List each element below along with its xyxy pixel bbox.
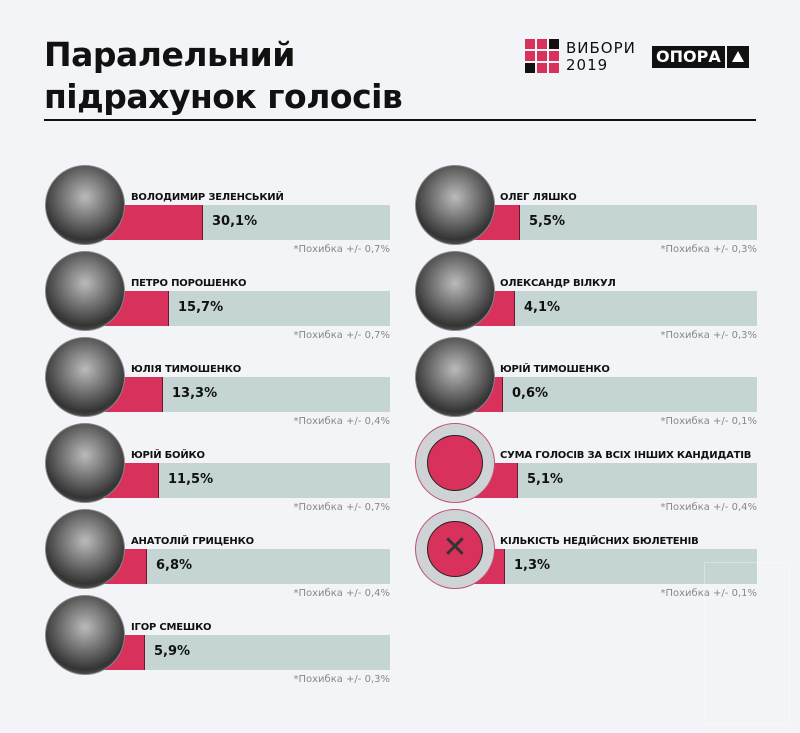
title-line: підрахунок голосів (44, 77, 403, 116)
candidate-photo (415, 337, 495, 417)
candidate-row: 11,5% ЮРІЙ БОЙКО *Похибка +/- 0,7% (45, 423, 395, 513)
bar-value-label: 1,3% (514, 558, 551, 573)
candidate-row: 15,7% ПЕТРО ПОРОШЕНКО *Похибка +/- 0,7% (45, 251, 395, 341)
error-margin: *Похибка +/- 0,7% (293, 502, 390, 513)
vybory-logo-text: ВИБОРИ 2019 (566, 39, 636, 74)
bar-value-label: 5,5% (529, 214, 566, 229)
bar-track: 5,1% (465, 463, 757, 498)
opora-logo: ОПОРА (652, 46, 749, 68)
page-title: Паралельний підрахунок голосів (44, 34, 403, 118)
error-margin: *Похибка +/- 0,4% (293, 416, 390, 427)
error-margin: *Похибка +/- 0,3% (293, 674, 390, 685)
bar-track: 5,9% (95, 635, 390, 670)
bar-value-label: 30,1% (212, 214, 258, 229)
bar-value-label: 4,1% (524, 300, 561, 315)
error-margin: *Похибка +/- 0,3% (660, 330, 757, 341)
vybory-logo-icon (524, 38, 560, 74)
bar-track: 0,6% (465, 377, 757, 412)
error-margin: *Похибка +/- 0,1% (660, 416, 757, 427)
bar-track: 4,1% (465, 291, 757, 326)
candidate-photo (415, 251, 495, 331)
candidate-name: ПЕТРО ПОРОШЕНКО (131, 278, 247, 289)
bar-value-label: 13,3% (172, 386, 218, 401)
candidate-name: ОЛЕКСАНДР ВІЛКУЛ (500, 278, 616, 289)
bar-value-label: 5,9% (154, 644, 191, 659)
candidate-row: 5,9% ІГОР СМЕШКО *Похибка +/- 0,3% (45, 595, 395, 685)
candidate-row: 6,8% АНАТОЛІЙ ГРИЦЕНКО *Похибка +/- 0,4% (45, 509, 395, 599)
candidate-name: СУМА ГОЛОСІВ ЗА ВСІХ ІНШИХ КАНДИДАТІВ (500, 450, 752, 461)
bar-value-label: 15,7% (178, 300, 224, 315)
candidate-name: ЮРІЙ БОЙКО (131, 450, 205, 461)
candidate-photo (45, 337, 125, 417)
candidate-row: 4,1% ОЛЕКСАНДР ВІЛКУЛ *Похибка +/- 0,3% (415, 251, 765, 341)
error-margin: *Похибка +/- 0,4% (293, 588, 390, 599)
candidate-name: ВОЛОДИМИР ЗЕЛЕНСЬКИЙ (131, 192, 284, 203)
candidate-name: ОЛЕГ ЛЯШКО (500, 192, 577, 203)
bar-value-label: 5,1% (527, 472, 564, 487)
candidate-photo (45, 165, 125, 245)
candidate-row: 5,1% СУМА ГОЛОСІВ ЗА ВСІХ ІНШИХ КАНДИДАТІ… (415, 423, 765, 513)
candidate-row: 0,6% ЮРІЙ ТИМОШЕНКО *Похибка +/- 0,1% (415, 337, 765, 427)
candidate-name: ІГОР СМЕШКО (131, 622, 212, 633)
candidate-row: 1,3% ✕ КІЛЬКІСТЬ НЕДІЙСНИХ БЮЛЕТЕНІВ *Похиб… (415, 509, 765, 599)
candidate-photo (45, 251, 125, 331)
candidate-photo (45, 509, 125, 589)
bar-value-label: 6,8% (156, 558, 193, 573)
bar-track: 6,8% (95, 549, 390, 584)
candidate-row: 5,5% ОЛЕГ ЛЯШКО *Похибка +/- 0,3% (415, 165, 765, 255)
error-margin: *Похибка +/- 0,7% (293, 244, 390, 255)
circle-icon (415, 423, 495, 503)
candidate-photo (45, 595, 125, 675)
x-icon: ✕ (415, 509, 495, 589)
candidate-row: 13,3% ЮЛІЯ ТИМОШЕНКО *Похибка +/- 0,4% (45, 337, 395, 427)
bar-value-label: 11,5% (168, 472, 214, 487)
candidate-row: 30,1% ВОЛОДИМИР ЗЕЛЕНСЬКИЙ *Похибка +/- 0,… (45, 165, 395, 255)
candidate-name: КІЛЬКІСТЬ НЕДІЙСНИХ БЮЛЕТЕНІВ (500, 536, 699, 547)
bar-track: 13,3% (95, 377, 390, 412)
bar-value-label: 0,6% (512, 386, 549, 401)
bar-track: 5,5% (465, 205, 757, 240)
error-margin: *Похибка +/- 0,3% (660, 244, 757, 255)
candidate-name: АНАТОЛІЙ ГРИЦЕНКО (131, 536, 254, 547)
candidate-photo (415, 165, 495, 245)
title-line: Паралельний (44, 35, 295, 74)
triangle-icon (726, 46, 749, 68)
watermark-logo (704, 562, 790, 724)
error-margin: *Похибка +/- 0,1% (660, 588, 757, 599)
bar-track: 15,7% (95, 291, 390, 326)
candidate-name: ЮРІЙ ТИМОШЕНКО (500, 364, 610, 375)
error-margin: *Похибка +/- 0,4% (660, 502, 757, 513)
divider (44, 119, 756, 121)
bar-track: 11,5% (95, 463, 390, 498)
bar-track: 30,1% (95, 205, 390, 240)
candidate-photo (45, 423, 125, 503)
error-margin: *Похибка +/- 0,7% (293, 330, 390, 341)
candidate-name: ЮЛІЯ ТИМОШЕНКО (131, 364, 242, 375)
